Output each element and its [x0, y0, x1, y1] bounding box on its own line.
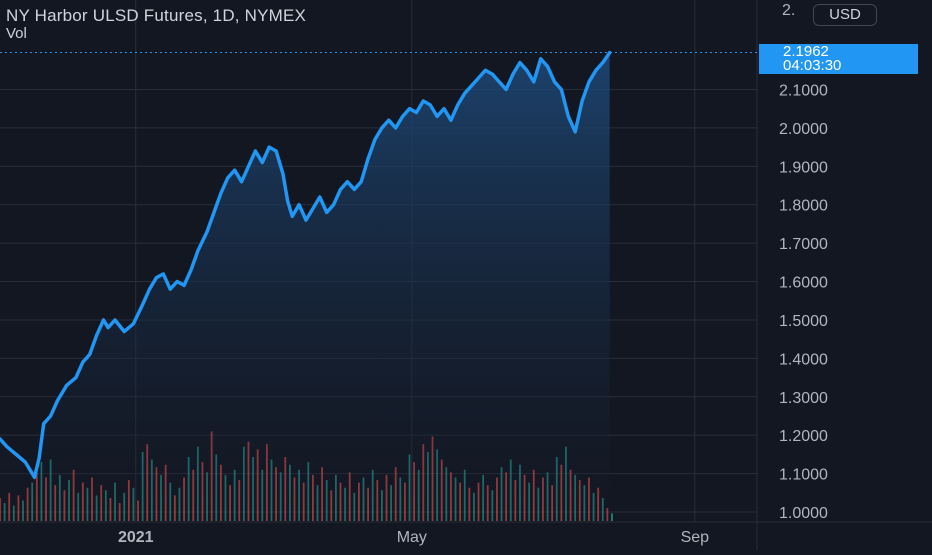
time-tick-label: Sep — [681, 529, 710, 546]
price-axis[interactable]: 1.0000 1.1000 1.2000 1.3000 1.4000 1.5000 1.60… — [779, 83, 828, 523]
price-tick-label: 1.2000 — [779, 428, 828, 445]
last-price-value: 2.1962 — [783, 43, 829, 60]
time-axis[interactable]: 2021 May Sep — [118, 529, 709, 546]
chart-title: NY Harbor ULSD Futures, 1D, NYMEX — [6, 6, 307, 25]
price-tick-label: 1.1000 — [779, 467, 828, 484]
last-price-label: 2.1962 04:03:30 — [759, 44, 918, 74]
price-tick-label: 1.6000 — [779, 275, 828, 292]
volume-bar — [611, 513, 613, 521]
price-tick-label: 1.7000 — [779, 236, 828, 253]
price-tick-label: 1.0000 — [779, 505, 828, 522]
price-tick-label: 1.9000 — [779, 159, 828, 176]
price-tick-label: 1.8000 — [779, 198, 828, 215]
price-tick-label: 1.5000 — [779, 313, 828, 330]
price-tick-label: 2.0000 — [779, 121, 828, 138]
time-tick-label: 2021 — [118, 529, 154, 546]
price-tick-label: 1.4000 — [779, 351, 828, 368]
price-area-fill — [0, 52, 610, 522]
bar-countdown: 04:03:30 — [783, 57, 842, 74]
price-tick-label: 1.3000 — [779, 390, 828, 407]
price-axis-top-label: 2. — [782, 2, 796, 19]
volume-indicator-label[interactable]: Vol — [6, 25, 27, 42]
currency-button[interactable]: USD — [813, 4, 877, 26]
price-tick-label: 2.1000 — [779, 83, 828, 100]
price-line — [0, 50, 612, 480]
time-tick-label: May — [397, 529, 427, 546]
